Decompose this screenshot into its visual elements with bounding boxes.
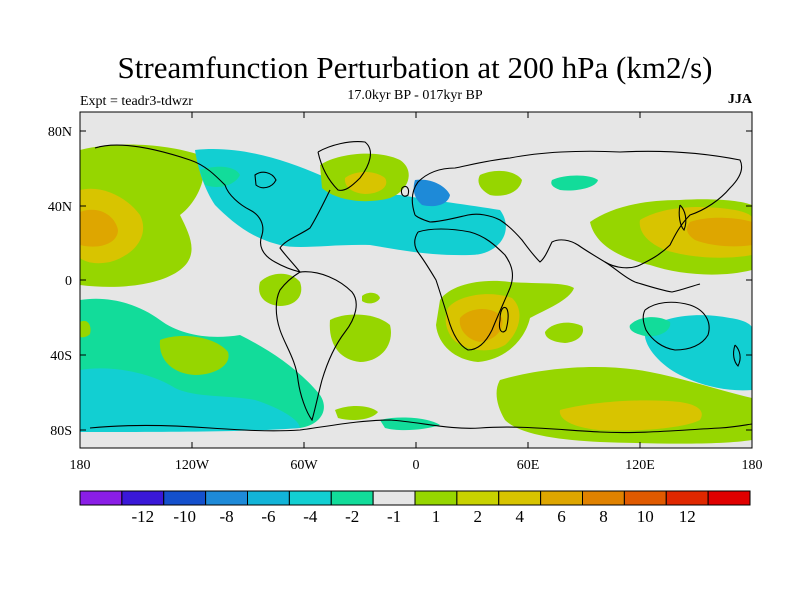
legend-label: -8 xyxy=(219,507,233,526)
legend-swatch xyxy=(582,490,625,506)
north-pacific-orange xyxy=(80,209,118,247)
y-tick-label-40n: 40N xyxy=(48,200,72,215)
legend-swatch xyxy=(79,490,123,506)
y-tick-label-80s: 80S xyxy=(50,424,72,439)
legend-label: -4 xyxy=(303,507,318,526)
europe-blue xyxy=(413,179,450,207)
experiment-label: Expt = teadr3-tdwzr xyxy=(80,94,193,109)
legend-label: 12 xyxy=(679,507,696,526)
south-pacific-cyan xyxy=(80,368,300,432)
africa-orange xyxy=(459,309,503,342)
hudson-bay-coast xyxy=(254,171,277,189)
contour-field xyxy=(80,112,752,448)
y-tick-label-40s: 40S xyxy=(50,349,72,364)
x-tick-label-0: 0 xyxy=(413,458,420,473)
south-indian-teal xyxy=(644,315,752,391)
eurasia-coast xyxy=(411,150,743,269)
antarctica-coast xyxy=(89,419,752,434)
legend-swatch xyxy=(205,490,249,506)
legend-label: 4 xyxy=(515,507,524,526)
legend-label: -10 xyxy=(173,507,196,526)
south-indian-green xyxy=(545,322,584,343)
legend-labels: -12 -10 -8 -6 -4 -2 -1 1 2 4 6 8 10 12 xyxy=(131,507,695,526)
greenland-coast xyxy=(317,141,371,191)
chile-green xyxy=(80,320,91,338)
south-atlantic-green-2 xyxy=(329,314,391,362)
legend-swatch xyxy=(247,490,290,506)
asia-green xyxy=(478,170,522,196)
y-tick-label-80n: 80N xyxy=(48,125,72,140)
japan-coast xyxy=(678,204,687,231)
south-indian-teal-2 xyxy=(629,317,671,337)
legend-label: 2 xyxy=(474,507,483,526)
y-axis xyxy=(80,130,752,431)
x-axis xyxy=(79,112,753,448)
legend-colorbar xyxy=(79,490,751,506)
legend-swatch xyxy=(665,490,709,506)
legend-swatch xyxy=(121,490,165,506)
southeast-asia-coast xyxy=(604,261,701,293)
africa-coast xyxy=(414,228,514,351)
drake-green xyxy=(335,406,378,420)
siberia-teal xyxy=(551,175,598,191)
legend-swatch xyxy=(372,490,416,506)
legend-swatch xyxy=(623,490,667,506)
y-tick-label-eq: 0 xyxy=(65,274,72,289)
madagascar-coast xyxy=(498,306,509,333)
x-tick-label-180w: 180 xyxy=(70,458,91,473)
legend-swatch xyxy=(707,490,751,506)
legend-swatch xyxy=(163,490,207,506)
x-tick-label-180e: 180 xyxy=(742,458,763,473)
new-zealand-coast xyxy=(733,344,741,367)
southern-ocean-gold xyxy=(559,400,702,431)
x-tick-label-120e: 120E xyxy=(625,458,655,473)
season-label: JJA xyxy=(727,92,752,107)
legend-label: -1 xyxy=(387,507,401,526)
uk-coast xyxy=(400,185,410,197)
legend-swatch xyxy=(498,490,542,506)
north-america-coast xyxy=(94,144,331,273)
legend-label: 10 xyxy=(637,507,654,526)
legend-swatch xyxy=(414,490,458,506)
legend-swatch xyxy=(540,490,584,506)
coastlines xyxy=(89,141,752,434)
legend-label: -2 xyxy=(345,507,359,526)
greenland-gold xyxy=(344,172,387,194)
legend-label: 8 xyxy=(599,507,608,526)
south-pacific-green xyxy=(159,336,229,375)
legend-label: 1 xyxy=(432,507,441,526)
legend-swatch xyxy=(330,490,374,506)
south-america-coast xyxy=(275,271,357,422)
period-subtitle: 17.0kyr BP - 017kyr BP xyxy=(347,88,483,103)
west-pacific-orange xyxy=(687,217,752,247)
page-title: Streamfunction Perturbation at 200 hPa (… xyxy=(117,50,713,85)
x-tick-label-120w: 120W xyxy=(175,458,210,473)
australia-coast xyxy=(642,301,710,351)
legend-label: -6 xyxy=(261,507,275,526)
small-atlantic-patch xyxy=(362,292,380,304)
legend-label: -12 xyxy=(131,507,154,526)
legend-swatch xyxy=(288,490,332,506)
x-tick-label-60w: 60W xyxy=(290,458,318,473)
legend-label: 6 xyxy=(557,507,566,526)
legend-swatch xyxy=(456,490,500,506)
x-tick-label-60e: 60E xyxy=(517,458,540,473)
